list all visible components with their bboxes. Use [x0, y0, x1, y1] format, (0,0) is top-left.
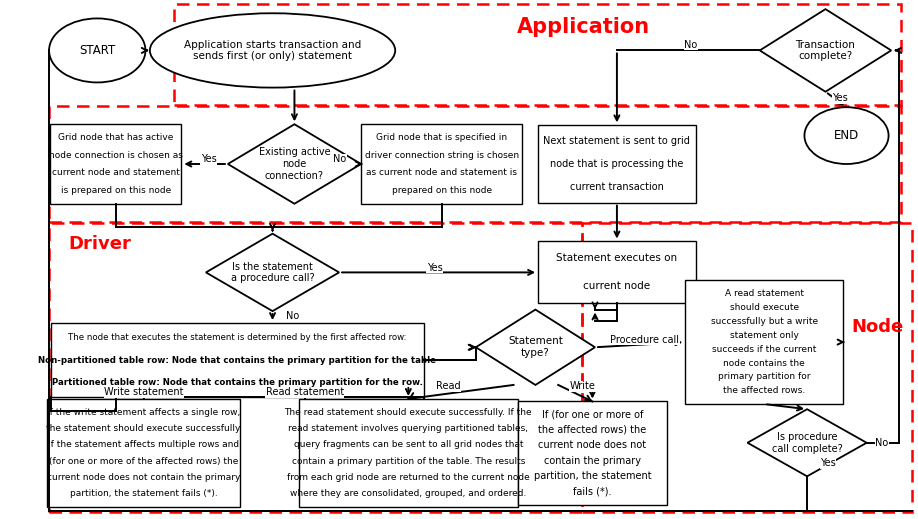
- Text: No: No: [684, 40, 697, 50]
- Text: query fragments can be sent to all grid nodes that: query fragments can be sent to all grid …: [294, 441, 523, 449]
- Text: statement only: statement only: [730, 331, 799, 339]
- Text: Is procedure
call complete?: Is procedure call complete?: [772, 432, 843, 454]
- FancyBboxPatch shape: [361, 124, 522, 204]
- Text: If (for one or more of: If (for one or more of: [542, 409, 644, 419]
- Text: Application starts transaction and
sends first (or only) statement: Application starts transaction and sends…: [184, 39, 361, 61]
- Text: primary partition for: primary partition for: [718, 373, 811, 381]
- Text: No: No: [333, 154, 347, 165]
- Text: partition, the statement fails (*).: partition, the statement fails (*).: [70, 489, 218, 498]
- FancyBboxPatch shape: [50, 124, 182, 204]
- Text: contain a primary partition of the table. The results: contain a primary partition of the table…: [292, 457, 525, 466]
- Text: A read statement: A read statement: [724, 289, 803, 298]
- Text: Write: Write: [570, 381, 596, 391]
- Text: Is the statement
a procedure call?: Is the statement a procedure call?: [230, 262, 314, 283]
- Text: Next statement is sent to grid: Next statement is sent to grid: [543, 136, 690, 146]
- Text: driver connection string is chosen: driver connection string is chosen: [364, 151, 519, 159]
- Polygon shape: [206, 234, 339, 311]
- Polygon shape: [747, 409, 867, 476]
- Text: Partitioned table row: Node that contains the primary partition for the row.: Partitioned table row: Node that contain…: [52, 378, 423, 387]
- Text: Driver: Driver: [69, 235, 131, 253]
- Text: contain the primary: contain the primary: [543, 456, 641, 466]
- Text: START: START: [79, 44, 116, 57]
- Polygon shape: [228, 124, 361, 204]
- Text: Statement
type?: Statement type?: [508, 336, 563, 358]
- Text: the statement should execute successfully.: the statement should execute successfull…: [46, 424, 241, 433]
- Text: is prepared on this node: is prepared on this node: [61, 186, 171, 195]
- Text: Read statement: Read statement: [266, 387, 344, 397]
- Text: Statement executes on: Statement executes on: [556, 253, 677, 264]
- Text: No: No: [285, 311, 299, 321]
- FancyBboxPatch shape: [50, 323, 424, 398]
- Text: read statement involves querying partitioned tables,: read statement involves querying partiti…: [288, 424, 529, 433]
- Text: as current node and statement is: as current node and statement is: [366, 169, 517, 177]
- Text: Procedure call: Procedure call: [610, 335, 679, 345]
- Text: Yes: Yes: [427, 263, 442, 273]
- Text: fails (*).: fails (*).: [573, 487, 611, 497]
- Text: node contains the: node contains the: [723, 359, 805, 367]
- Polygon shape: [476, 309, 595, 385]
- FancyBboxPatch shape: [538, 241, 696, 304]
- Text: current node does not contain the primary: current node does not contain the primar…: [47, 473, 241, 482]
- Text: prepared on this node: prepared on this node: [392, 186, 492, 195]
- FancyBboxPatch shape: [538, 125, 696, 203]
- Text: Yes: Yes: [820, 458, 836, 469]
- Text: Non-partitioned table row: Node that contains the primary partition for the tabl: Non-partitioned table row: Node that con…: [39, 356, 436, 365]
- FancyBboxPatch shape: [48, 399, 241, 507]
- Text: node that is processing the: node that is processing the: [550, 159, 684, 169]
- Text: The node that executes the statement is determined by the first affected row:: The node that executes the statement is …: [68, 333, 407, 343]
- Text: Application: Application: [517, 17, 650, 37]
- Ellipse shape: [49, 18, 145, 83]
- Text: node connection is chosen as: node connection is chosen as: [49, 151, 183, 159]
- FancyBboxPatch shape: [299, 399, 518, 507]
- Text: (for one or more of the affected rows) the: (for one or more of the affected rows) t…: [49, 457, 239, 466]
- Text: current node does not: current node does not: [538, 440, 646, 450]
- Text: Write statement: Write statement: [104, 387, 184, 397]
- Ellipse shape: [804, 107, 889, 164]
- Text: successfully but a write: successfully but a write: [711, 317, 818, 326]
- Text: END: END: [834, 129, 859, 142]
- Text: should execute: should execute: [730, 303, 799, 312]
- Polygon shape: [760, 9, 891, 92]
- Text: Grid node that has active: Grid node that has active: [58, 133, 174, 142]
- Text: current node: current node: [583, 281, 651, 291]
- Text: partition, the statement: partition, the statement: [533, 471, 651, 481]
- Text: the affected rows.: the affected rows.: [723, 386, 805, 395]
- Text: If the write statement affects a single row,: If the write statement affects a single …: [47, 408, 241, 417]
- Text: Existing active
node
connection?: Existing active node connection?: [259, 147, 330, 181]
- Text: from each grid node are returned to the current node: from each grid node are returned to the …: [287, 473, 530, 482]
- Text: No: No: [875, 438, 889, 448]
- Text: succeeds if the current: succeeds if the current: [712, 345, 816, 353]
- Text: If the statement affects multiple rows and: If the statement affects multiple rows a…: [48, 441, 240, 449]
- Text: Grid node that is specified in: Grid node that is specified in: [376, 133, 508, 142]
- Text: Yes: Yes: [833, 93, 848, 103]
- Text: Yes: Yes: [201, 154, 217, 165]
- FancyBboxPatch shape: [518, 402, 666, 504]
- Text: the affected rows) the: the affected rows) the: [538, 425, 646, 435]
- Ellipse shape: [150, 13, 396, 88]
- Text: where they are consolidated, grouped, and ordered.: where they are consolidated, grouped, an…: [290, 489, 527, 498]
- Text: Transaction
complete?: Transaction complete?: [796, 39, 856, 61]
- Text: current transaction: current transaction: [570, 182, 664, 192]
- FancyBboxPatch shape: [685, 280, 843, 404]
- Text: Read: Read: [436, 381, 461, 391]
- Text: Node: Node: [851, 318, 903, 336]
- Text: current node and statement: current node and statement: [51, 169, 180, 177]
- Text: The read statement should execute successfully. If the: The read statement should execute succes…: [285, 408, 532, 417]
